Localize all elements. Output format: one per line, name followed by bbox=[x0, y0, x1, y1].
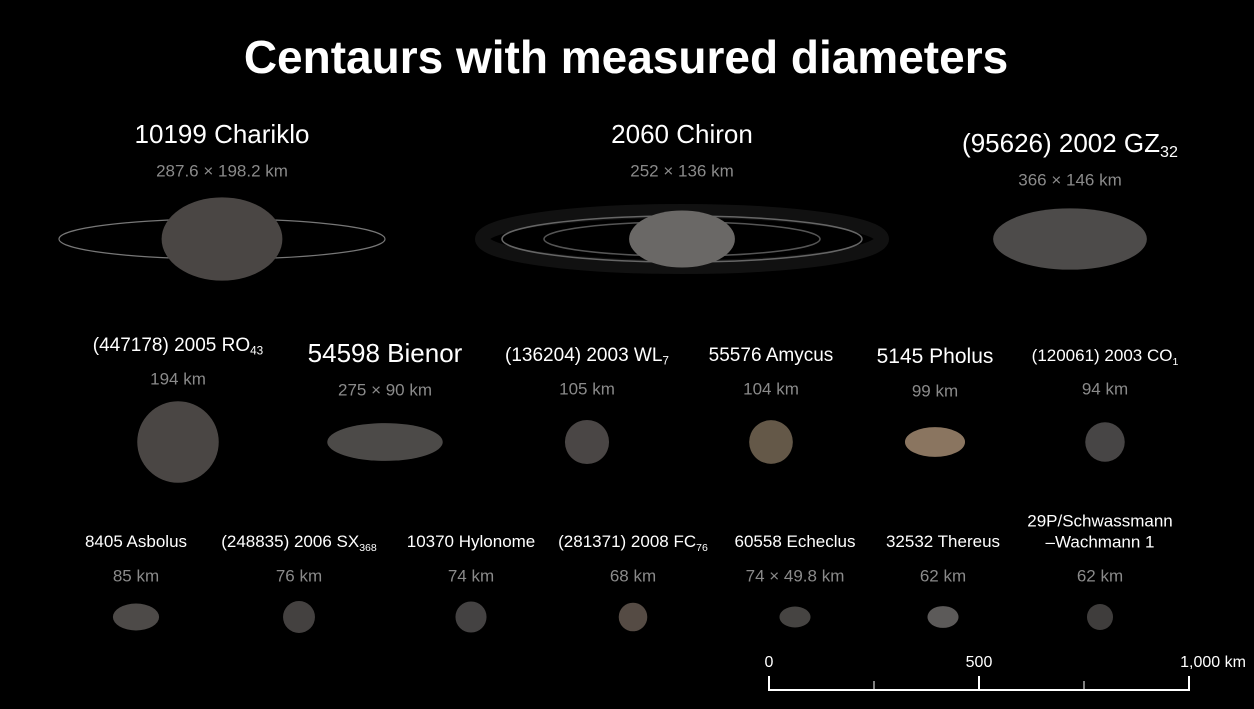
name-subscript: 32 bbox=[1160, 143, 1178, 161]
name-subscript: 368 bbox=[359, 542, 377, 554]
name-subscript: 76 bbox=[696, 542, 708, 554]
name-text: (248835) 2006 SX bbox=[221, 532, 359, 551]
name-text: (281371) 2008 FC bbox=[558, 532, 696, 551]
object-shape bbox=[927, 606, 959, 628]
object-name: 32532 Thereus bbox=[886, 532, 1000, 551]
object-shape bbox=[629, 210, 735, 268]
name-text: 8405 Asbolus bbox=[85, 532, 187, 551]
name-text: (136204) 2003 WL bbox=[505, 345, 662, 366]
object-name: 10199 Chariklo bbox=[135, 119, 310, 149]
object-shape bbox=[137, 401, 219, 483]
object-shape bbox=[327, 423, 443, 461]
name-text: 5145 Pholus bbox=[877, 345, 994, 368]
object-name: 60558 Echeclus bbox=[735, 532, 856, 551]
name-text: (95626) 2002 GZ bbox=[962, 128, 1160, 158]
object-size: 68 km bbox=[610, 566, 656, 585]
name-text: 10370 Hylonome bbox=[407, 532, 536, 551]
object-shape bbox=[1086, 603, 1114, 631]
object-size: 76 km bbox=[276, 566, 322, 585]
scale-label: 0 bbox=[765, 654, 774, 671]
object-size: 94 km bbox=[1082, 379, 1128, 398]
object-size: 287.6 × 198.2 km bbox=[156, 161, 288, 180]
object-size: 99 km bbox=[912, 381, 958, 400]
object-name: –Wachmann 1 bbox=[1046, 532, 1155, 551]
scale-label: 1,000 km bbox=[1180, 654, 1246, 671]
object-size: 74 km bbox=[448, 566, 494, 585]
object-shape bbox=[749, 420, 793, 464]
title: Centaurs with measured diameters bbox=[244, 31, 1008, 83]
object-name: 2060 Chiron bbox=[611, 119, 753, 149]
name-text: 2060 Chiron bbox=[611, 119, 753, 149]
object-size: 252 × 136 km bbox=[630, 161, 734, 180]
object-name: (136204) 2003 WL7 bbox=[505, 345, 669, 368]
object-name: (120061) 2003 CO1 bbox=[1032, 346, 1179, 367]
object-name: (248835) 2006 SX368 bbox=[221, 532, 377, 553]
name-text: 32532 Thereus bbox=[886, 532, 1000, 551]
name-text: 54598 Bienor bbox=[308, 338, 463, 368]
name-subscript: 43 bbox=[250, 345, 264, 358]
name-text: (120061) 2003 CO bbox=[1032, 346, 1173, 365]
object-size: 62 km bbox=[1077, 566, 1123, 585]
name-text: 10199 Chariklo bbox=[135, 119, 310, 149]
object-name: 5145 Pholus bbox=[877, 345, 994, 368]
object-size: 85 km bbox=[113, 566, 159, 585]
object-shape bbox=[904, 427, 966, 457]
object-shape bbox=[112, 603, 160, 631]
object-shape bbox=[564, 419, 610, 465]
object-shape bbox=[161, 197, 283, 281]
scale-label: 500 bbox=[966, 654, 993, 671]
object-name: (281371) 2008 FC76 bbox=[558, 532, 708, 553]
object-name: 8405 Asbolus bbox=[85, 532, 187, 551]
object-name: 55576 Amycus bbox=[709, 345, 834, 366]
object-shape bbox=[779, 606, 811, 628]
object-size: 194 km bbox=[150, 369, 206, 388]
object-size: 275 × 90 km bbox=[338, 380, 432, 399]
name-subscript: 7 bbox=[662, 355, 669, 368]
object-size: 105 km bbox=[559, 379, 615, 398]
name-text: (447178) 2005 RO bbox=[93, 335, 250, 356]
object-size: 366 × 146 km bbox=[1018, 170, 1122, 189]
object-size: 74 × 49.8 km bbox=[746, 566, 845, 585]
name-text: 60558 Echeclus bbox=[735, 532, 856, 551]
object-shape bbox=[1085, 422, 1125, 462]
object-name: 10370 Hylonome bbox=[407, 532, 536, 551]
object-size: 62 km bbox=[920, 566, 966, 585]
object-name: (447178) 2005 RO43 bbox=[93, 335, 264, 358]
object-shape bbox=[455, 601, 487, 633]
name-subscript: 1 bbox=[1172, 356, 1178, 368]
object-size: 104 km bbox=[743, 379, 799, 398]
object-shape bbox=[618, 602, 648, 632]
object-shape bbox=[283, 601, 315, 633]
object-shape bbox=[993, 208, 1147, 270]
object-name: 29P/Schwassmann bbox=[1027, 511, 1173, 530]
object-name: 54598 Bienor bbox=[308, 338, 463, 368]
name-text: 55576 Amycus bbox=[709, 345, 834, 366]
object-name: (95626) 2002 GZ32 bbox=[962, 128, 1178, 161]
